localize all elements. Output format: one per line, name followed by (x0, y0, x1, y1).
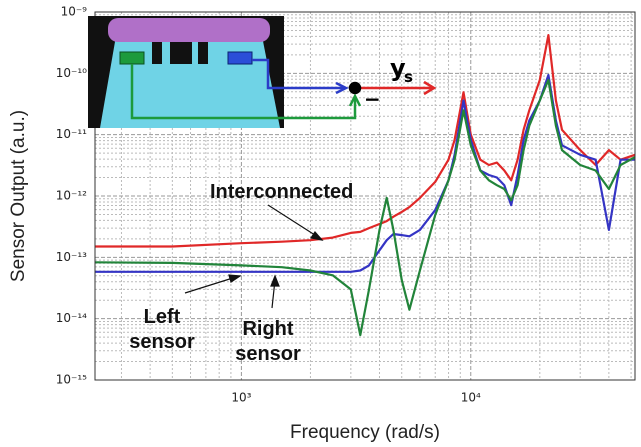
chart: Frequency (rad/s) Sensor Output (a.u.) y… (0, 0, 641, 447)
x-axis-label: Frequency (rad/s) (290, 422, 440, 443)
minus-sign: − (364, 87, 381, 111)
x-tick-label: 10³ (231, 391, 251, 405)
output-subscript: s (404, 68, 413, 86)
series-label: Right sensor (228, 317, 308, 367)
series-label: Left sensor (122, 305, 202, 355)
y-tick-label: 10⁻¹⁴ (56, 311, 87, 325)
y-axis-label: Sensor Output (a.u.) (8, 110, 29, 282)
sensor-schematic (88, 16, 284, 128)
y-tick-label: 10⁻¹³ (56, 250, 87, 264)
y-tick-label: 10⁻¹⁵ (56, 373, 87, 387)
y-tick-label: 10⁻¹⁰ (56, 66, 87, 80)
page: Frequency (rad/s) Sensor Output (a.u.) y… (0, 0, 641, 447)
y-tick-label: 10⁻¹² (56, 189, 87, 203)
x-tick-label: 10⁴ (461, 391, 481, 405)
y-tick-label: 10⁻¹¹ (56, 127, 87, 141)
series-label: Interconnected (210, 180, 340, 205)
y-tick-label: 10⁻⁹ (61, 5, 88, 19)
